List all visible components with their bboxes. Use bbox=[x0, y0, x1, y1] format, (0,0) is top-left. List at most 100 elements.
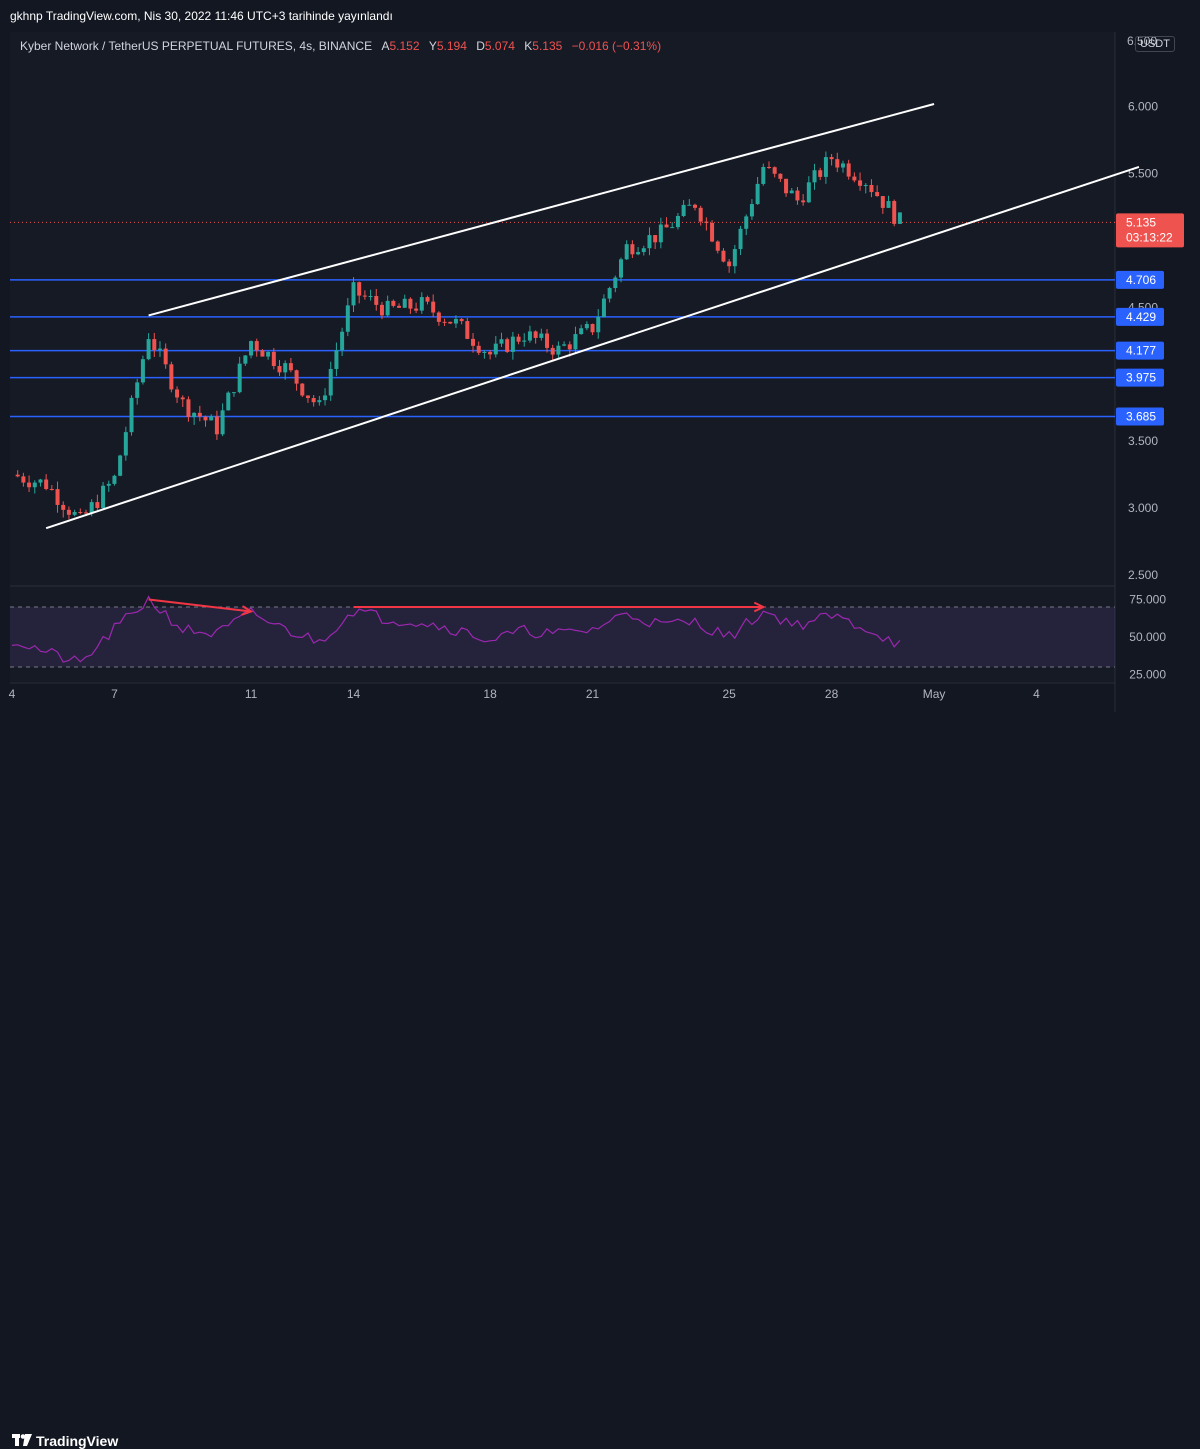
candle-body bbox=[869, 185, 874, 193]
candle-body bbox=[562, 344, 567, 346]
candle-body bbox=[448, 321, 453, 324]
currency-badge[interactable]: USDT bbox=[1135, 36, 1175, 52]
candle-body bbox=[749, 204, 754, 217]
candle-body bbox=[567, 344, 572, 350]
candle-body bbox=[789, 190, 794, 194]
rsi-tick-label: 75.000 bbox=[1129, 593, 1166, 607]
candle-body bbox=[886, 201, 891, 208]
candle-body bbox=[636, 252, 641, 255]
candle-body bbox=[744, 216, 749, 229]
tradingview-brand: TradingView bbox=[36, 1433, 119, 1449]
candle-body bbox=[260, 350, 265, 357]
current-price-badge bbox=[1116, 213, 1184, 248]
low-label: D bbox=[476, 39, 485, 53]
candle-body bbox=[596, 316, 601, 333]
candle-body bbox=[527, 331, 532, 341]
candle-body bbox=[385, 300, 390, 316]
candle-body bbox=[374, 296, 379, 305]
candle-body bbox=[641, 248, 646, 253]
level-price-badge bbox=[1116, 368, 1164, 387]
candle-body bbox=[829, 157, 834, 160]
candle-body bbox=[579, 328, 584, 335]
candle-body bbox=[163, 348, 168, 365]
candle-body bbox=[892, 201, 897, 224]
candle-body bbox=[169, 364, 174, 390]
candle-body bbox=[38, 479, 43, 483]
time-axis-label: 4 bbox=[9, 687, 16, 701]
candle-body bbox=[732, 249, 737, 267]
candle-body bbox=[186, 399, 191, 417]
time-axis-label: May bbox=[923, 687, 946, 701]
candle-body bbox=[214, 416, 219, 435]
level-price-label: 4.177 bbox=[1126, 344, 1156, 358]
low-value: 5.074 bbox=[484, 39, 515, 53]
candle-body bbox=[305, 395, 310, 399]
candle-body bbox=[431, 301, 436, 313]
candle-body bbox=[328, 368, 333, 396]
level-price-badge bbox=[1116, 270, 1164, 289]
publisher-line: gkhnp TradingView.com, Nis 30, 2022 11:4… bbox=[10, 9, 393, 23]
candle-body bbox=[351, 282, 356, 306]
candle-body bbox=[249, 341, 254, 356]
candle-body bbox=[459, 318, 464, 322]
candle-body bbox=[192, 412, 197, 417]
candle-body bbox=[15, 474, 20, 477]
candle-body bbox=[27, 482, 32, 488]
chart-canvas[interactable]: 2.5003.0003.5004.0004.5005.0005.5006.000… bbox=[0, 0, 1200, 747]
candle-body bbox=[83, 512, 88, 514]
price-tick-label: 2.500 bbox=[1128, 568, 1158, 582]
candle-body bbox=[32, 482, 37, 488]
candle-body bbox=[140, 359, 145, 383]
tradingview-logo[interactable]: TradingView bbox=[12, 1433, 118, 1449]
candle-body bbox=[710, 222, 715, 242]
candle-body bbox=[471, 338, 476, 346]
candle-body bbox=[72, 512, 77, 515]
candle-body bbox=[613, 277, 618, 289]
candle-body bbox=[766, 166, 771, 168]
close-value: 5.135 bbox=[532, 39, 563, 53]
candle-body bbox=[44, 479, 49, 489]
candle-body bbox=[516, 336, 521, 342]
candle-body bbox=[664, 224, 669, 228]
candle-body bbox=[601, 298, 606, 317]
candle-body bbox=[488, 352, 493, 355]
candle-body bbox=[425, 297, 430, 302]
level-price-badge bbox=[1116, 341, 1164, 360]
candle-body bbox=[78, 512, 83, 514]
candle-body bbox=[317, 400, 322, 403]
high-value: 5.194 bbox=[436, 39, 467, 53]
candle-body bbox=[408, 298, 413, 309]
rsi-tick-label: 50.000 bbox=[1129, 630, 1166, 644]
candle-body bbox=[772, 167, 777, 174]
candle-body bbox=[402, 298, 407, 308]
candle-body bbox=[180, 397, 185, 400]
candle-body bbox=[590, 323, 595, 333]
candle-body bbox=[550, 347, 555, 355]
price-tick-label: 3.000 bbox=[1128, 501, 1158, 515]
candle-body bbox=[55, 489, 60, 505]
candle-body bbox=[681, 204, 686, 216]
candle-body bbox=[727, 261, 732, 267]
candle-body bbox=[146, 339, 151, 360]
candle-body bbox=[852, 176, 857, 181]
level-price-label: 3.685 bbox=[1126, 409, 1156, 423]
high-label: Y bbox=[428, 39, 437, 53]
candle-body bbox=[835, 159, 840, 168]
candle-body bbox=[442, 321, 447, 323]
level-price-label: 4.706 bbox=[1126, 273, 1156, 287]
candle-body bbox=[61, 504, 66, 510]
candle-body bbox=[823, 157, 828, 177]
candle-body bbox=[254, 341, 259, 351]
candle-body bbox=[522, 340, 527, 342]
current-price-countdown: 03:13:22 bbox=[1126, 230, 1173, 244]
candle-body bbox=[510, 336, 515, 352]
level-price-label: 3.975 bbox=[1126, 371, 1156, 385]
price-tick-label-partial: 6.500 bbox=[1127, 34, 1157, 48]
time-axis-label: 18 bbox=[483, 687, 497, 701]
time-axis-label: 11 bbox=[245, 687, 258, 701]
candle-body bbox=[846, 163, 851, 177]
candle-body bbox=[129, 397, 134, 433]
candle-body bbox=[135, 382, 140, 398]
channel-upper-line bbox=[148, 103, 935, 317]
candle-body bbox=[368, 296, 373, 298]
